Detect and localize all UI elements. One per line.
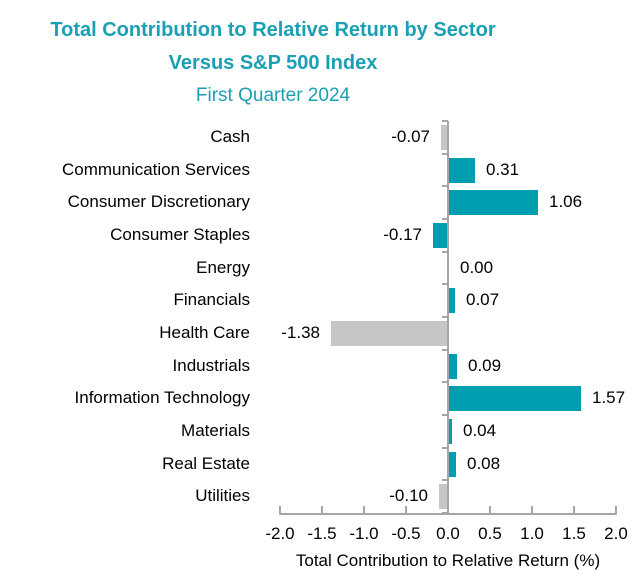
- zero-axis-tick: [442, 479, 448, 482]
- value-label-consumer-discretionary: 1.06: [549, 192, 583, 212]
- chart-subtitle: First Quarter 2024: [195, 85, 351, 106]
- bar-cash: [441, 124, 447, 150]
- value-label-financials: 0.07: [466, 290, 500, 310]
- value-label-communication-services: 0.31: [486, 159, 520, 179]
- zero-axis-line: [447, 121, 449, 513]
- x-axis-tick: [531, 506, 533, 513]
- value-label-utilities: -0.10: [389, 486, 428, 506]
- x-axis-tick-label: 2.0: [604, 524, 628, 543]
- value-label-energy: 0.00: [460, 257, 494, 277]
- x-axis-title: Total Contribution to Relative Return (%…: [295, 551, 601, 570]
- value-label-consumer-staples: -0.17: [383, 225, 422, 244]
- x-axis-tick-label: 0.5: [478, 524, 502, 543]
- x-axis-tick-label: -1.0: [349, 524, 379, 543]
- category-label-consumer-discretionary: Consumer Discretionary: [67, 192, 250, 212]
- category-label-consumer-staples: Consumer Staples: [110, 225, 250, 244]
- zero-axis-tick: [442, 348, 448, 351]
- category-label-energy: Energy: [196, 257, 250, 277]
- x-axis-tick: [279, 506, 281, 513]
- zero-axis-tick: [442, 218, 448, 220]
- x-axis-tick: [447, 506, 449, 513]
- value-label-cash: -0.07: [391, 127, 430, 146]
- category-label-information-technology: Information Technology: [74, 388, 250, 408]
- bar-industrials: [449, 353, 457, 379]
- category-label-financials: Financials: [173, 290, 250, 310]
- value-label-industrials: 0.09: [468, 355, 502, 375]
- zero-axis-tick: [442, 414, 448, 416]
- bar-communication-services: [449, 157, 475, 183]
- bar-utilities: [439, 484, 447, 510]
- value-label-real-estate: 0.08: [467, 453, 501, 473]
- x-axis-tick: [489, 506, 491, 513]
- category-label-real-estate: Real Estate: [162, 453, 250, 473]
- category-label-health-care: Health Care: [159, 323, 250, 342]
- x-axis-tick-label: -1.5: [307, 524, 337, 543]
- x-axis-tick-label: -0.5: [391, 524, 421, 543]
- x-axis-tick-label: 1.5: [562, 524, 586, 543]
- bar-consumer-discretionary: [449, 190, 538, 216]
- bar-consumer-staples: [433, 222, 447, 248]
- chart-title-line2: Versus S&P 500 Index: [168, 52, 378, 74]
- value-label-health-care: -1.38: [281, 323, 320, 342]
- zero-axis-tick: [442, 250, 448, 253]
- x-axis-tick-label: -2.0: [265, 524, 295, 543]
- zero-axis-tick: [442, 185, 448, 188]
- zero-axis-tick: [442, 512, 448, 514]
- chart-title-line1: Total Contribution to Relative Return by…: [50, 19, 496, 41]
- zero-axis-tick: [442, 152, 448, 155]
- x-axis-tick: [363, 506, 365, 513]
- value-label-information-technology: 1.57: [592, 388, 626, 408]
- x-axis-tick: [321, 506, 323, 513]
- value-label-materials: 0.04: [463, 421, 497, 440]
- bar-materials: [449, 418, 452, 444]
- zero-axis-tick: [442, 120, 448, 122]
- bar-financials: [449, 288, 455, 314]
- x-axis-tick-label: 1.0: [520, 524, 544, 543]
- bar-real-estate: [449, 451, 456, 477]
- bar-information-technology: [449, 386, 581, 412]
- x-axis-tick: [573, 506, 575, 513]
- x-axis-tick-label: 0.0: [436, 524, 460, 543]
- zero-axis-tick: [442, 283, 448, 286]
- category-label-cash: Cash: [210, 127, 250, 146]
- zero-axis-tick: [442, 446, 448, 449]
- category-label-materials: Materials: [181, 421, 250, 440]
- x-axis-tick: [405, 506, 407, 513]
- x-axis-line: [279, 513, 617, 515]
- x-axis-tick: [615, 506, 617, 513]
- category-label-communication-services: Communication Services: [61, 159, 250, 179]
- category-label-utilities: Utilities: [195, 486, 250, 506]
- zero-axis-tick: [442, 316, 448, 318]
- bar-health-care: [331, 320, 447, 346]
- zero-axis-tick: [442, 381, 448, 384]
- category-label-industrials: Industrials: [172, 355, 250, 375]
